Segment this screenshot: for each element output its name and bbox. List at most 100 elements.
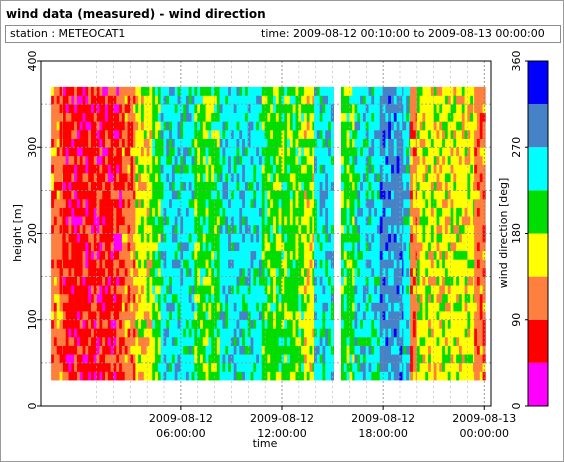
heatmap-cell [346, 371, 350, 381]
heatmap-cell [208, 104, 212, 114]
heatmap-cell [365, 259, 369, 269]
heatmap-cell [74, 362, 78, 372]
heatmap-cell [247, 311, 251, 321]
heatmap-cell [399, 319, 403, 329]
heatmap-cell [281, 130, 285, 139]
heatmap-cell [194, 121, 198, 131]
heatmap-cell [51, 293, 55, 303]
heatmap-cell [113, 190, 117, 200]
heatmap-cell [185, 259, 190, 269]
heatmap-cell [349, 181, 353, 191]
heatmap-cell [121, 173, 126, 183]
heatmap-cell [319, 130, 323, 139]
heatmap-cell [428, 216, 432, 226]
heatmap-cell [157, 345, 161, 355]
heatmap-cell [444, 216, 449, 226]
heatmap-cell [447, 224, 451, 234]
heatmap-cell [456, 242, 460, 252]
heatmap-cell [141, 285, 145, 295]
heatmap-cell [130, 354, 134, 364]
heatmap-cell [346, 130, 350, 139]
heatmap-cell [287, 95, 291, 105]
heatmap-cell [258, 259, 263, 269]
heatmap-cell [102, 242, 106, 252]
heatmap-cell [346, 121, 350, 131]
heatmap-cell [422, 95, 426, 105]
heatmap-cell [205, 199, 209, 208]
heatmap-cell [422, 121, 426, 131]
heatmap-cell [71, 164, 75, 174]
heatmap-cell [185, 207, 190, 217]
heatmap-cell [127, 302, 131, 312]
heatmap-cell [428, 345, 432, 355]
heatmap-cell [406, 112, 410, 122]
heatmap-cell [284, 311, 288, 321]
heatmap-cell [146, 190, 150, 200]
heatmap-cell [236, 250, 240, 260]
heatmap-cell [96, 104, 100, 114]
heatmap-cell [105, 250, 109, 260]
heatmap-cell [53, 319, 58, 329]
heatmap-cell [391, 190, 395, 200]
heatmap-cell [422, 354, 426, 364]
heatmap-cell [222, 233, 226, 243]
heatmap-cell [349, 233, 353, 243]
heatmap-cell [85, 104, 89, 114]
heatmap-cell [56, 354, 60, 364]
heatmap-cell [303, 276, 308, 286]
heatmap-cell [155, 190, 159, 200]
heatmap-cell [328, 259, 332, 269]
heatmap-cell [133, 207, 137, 217]
heatmap-cell [428, 242, 432, 252]
heatmap-cell [236, 173, 240, 183]
heatmap-cell [306, 181, 310, 191]
heatmap-cell [256, 130, 260, 139]
heatmap-cell [51, 268, 55, 277]
heatmap-cell [385, 354, 389, 364]
heatmap-cell [88, 328, 92, 338]
heatmap-cell [322, 86, 326, 96]
heatmap-cell [442, 354, 446, 364]
heatmap-cell [419, 259, 423, 269]
heatmap-cell [360, 86, 364, 96]
heatmap-cell [343, 190, 347, 200]
heatmap-cell [79, 345, 83, 355]
heatmap-cell [247, 95, 251, 105]
heatmap-cell [68, 337, 72, 346]
heatmap-cell [197, 95, 201, 105]
heatmap-cell [393, 181, 397, 191]
heatmap-cell [71, 138, 75, 148]
heatmap-cell [368, 112, 372, 122]
heatmap-cell [236, 130, 240, 139]
heatmap-cell [341, 337, 345, 346]
heatmap-cell [93, 190, 97, 200]
heatmap-cell [303, 95, 308, 105]
heatmap-cell [197, 216, 201, 226]
heatmap-cell [62, 147, 67, 157]
heatmap-cell [349, 164, 353, 174]
heatmap-cell [325, 224, 329, 234]
heatmap-cell [365, 319, 369, 329]
heatmap-cell [53, 164, 58, 174]
heatmap-cell [287, 121, 291, 131]
heatmap-cell [250, 242, 254, 252]
heatmap-cell [379, 216, 383, 226]
heatmap-cell [79, 319, 83, 329]
heatmap-cell [447, 112, 451, 122]
heatmap-cell [194, 337, 198, 346]
heatmap-cell [116, 147, 120, 157]
heatmap-cell [396, 181, 400, 191]
heatmap-cell [275, 130, 279, 139]
heatmap-cell [82, 130, 86, 139]
heatmap-cell [183, 95, 187, 105]
heatmap-cell [430, 250, 434, 260]
heatmap-cell [341, 130, 345, 139]
heatmap-cell [194, 190, 198, 200]
heatmap-cell [230, 328, 234, 338]
heatmap-cell [222, 164, 226, 174]
heatmap-cell [256, 337, 260, 346]
heatmap-cell [160, 155, 164, 165]
heatmap-cell [110, 138, 114, 148]
heatmap-cell [183, 319, 187, 329]
heatmap-cell [116, 302, 120, 312]
